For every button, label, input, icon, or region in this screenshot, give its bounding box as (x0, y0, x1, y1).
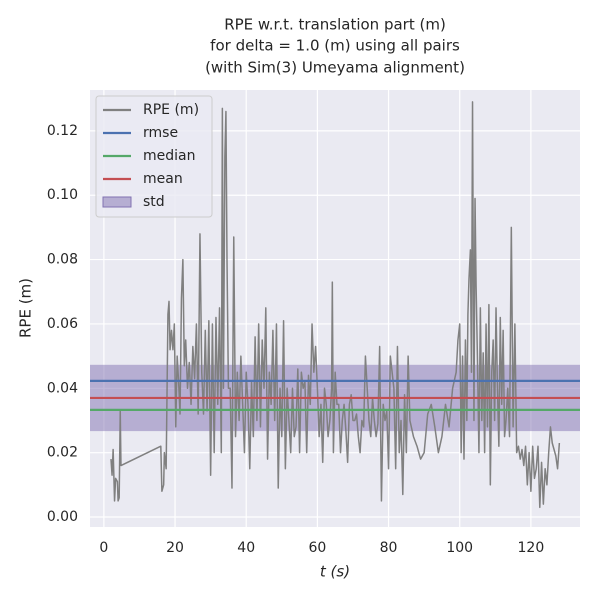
y-tick-label: 0.04 (47, 380, 78, 396)
x-tick-label: 80 (380, 540, 398, 556)
y-tick-label: 0.00 (47, 509, 78, 525)
x-axis-label: t (s) (320, 563, 350, 581)
legend: RPE (m) rmse median mean std (95, 95, 213, 218)
legend-label: mean (143, 171, 183, 187)
legend-swatch (102, 196, 132, 208)
plot (90, 101, 580, 509)
chart-title: for delta = 1.0 (m) using all pairs (210, 37, 460, 55)
y-tick-label: 0.08 (47, 252, 78, 268)
legend-label: std (143, 194, 165, 210)
legend-box (95, 95, 213, 218)
y-tick-label: 0.06 (47, 316, 78, 332)
legend-label: RPE (m) (143, 102, 199, 118)
y-tick-label: 0.10 (47, 187, 78, 203)
x-tick-label: 100 (446, 540, 473, 556)
chart-title: RPE w.r.t. translation part (m) (224, 16, 446, 34)
legend-label: median (143, 148, 195, 164)
x-tick-label: 0 (99, 540, 108, 556)
x-tick-label: 60 (308, 540, 326, 556)
y-tick-label: 0.02 (47, 445, 78, 461)
x-tick-label: 120 (518, 540, 545, 556)
y-axis-label: RPE (m) (17, 278, 35, 338)
x-tick-label: 40 (237, 540, 255, 556)
chart-title: (with Sim(3) Umeyama alignment) (205, 59, 465, 77)
x-tick-label: 20 (166, 540, 184, 556)
y-tick-label: 0.12 (47, 123, 78, 139)
legend-label: rmse (143, 125, 178, 141)
data-line (110, 101, 561, 509)
